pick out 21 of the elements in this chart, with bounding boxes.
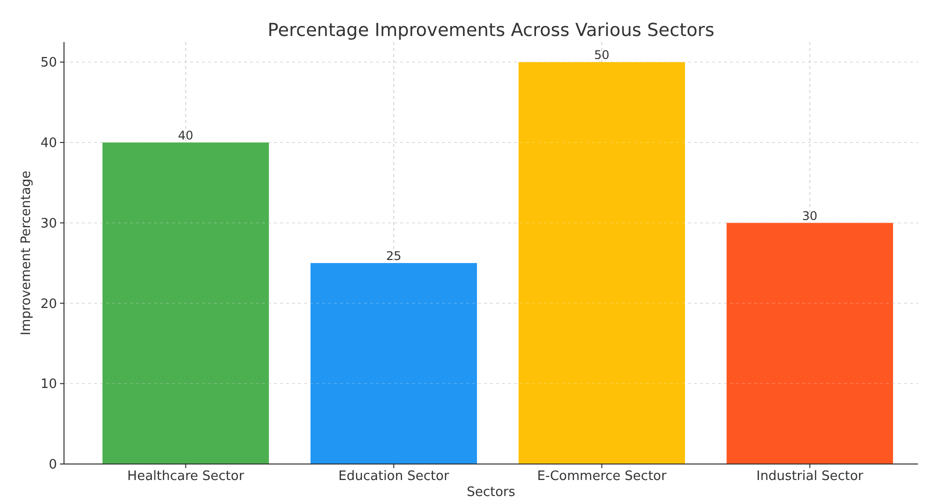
data-label: 50	[594, 48, 610, 62]
data-label: 25	[386, 249, 402, 264]
y-tick-label: 30	[40, 216, 57, 232]
x-tick-label: Industrial Sector	[756, 469, 864, 484]
bar	[102, 142, 269, 464]
x-tick-label: Education Sector	[338, 469, 450, 484]
y-tick-label: 20	[40, 296, 57, 312]
chart-title: Percentage Improvements Across Various Sectors	[268, 20, 714, 41]
y-axis-title: Improvement Percentage	[19, 170, 34, 336]
y-tick-label: 40	[40, 136, 57, 152]
y-tick-label: 50	[40, 56, 57, 71]
data-label: 30	[802, 208, 818, 223]
bar	[310, 263, 477, 464]
x-tick-label: E-Commerce Sector	[537, 469, 668, 484]
data-label: 40	[178, 128, 194, 142]
y-tick-label: 10	[40, 377, 57, 392]
x-axis-title: Sectors	[466, 485, 516, 500]
y-tick-label: 0	[48, 458, 57, 473]
x-tick-label: Healthcare Sector	[127, 469, 245, 484]
bar	[518, 62, 685, 464]
bar	[726, 222, 894, 464]
